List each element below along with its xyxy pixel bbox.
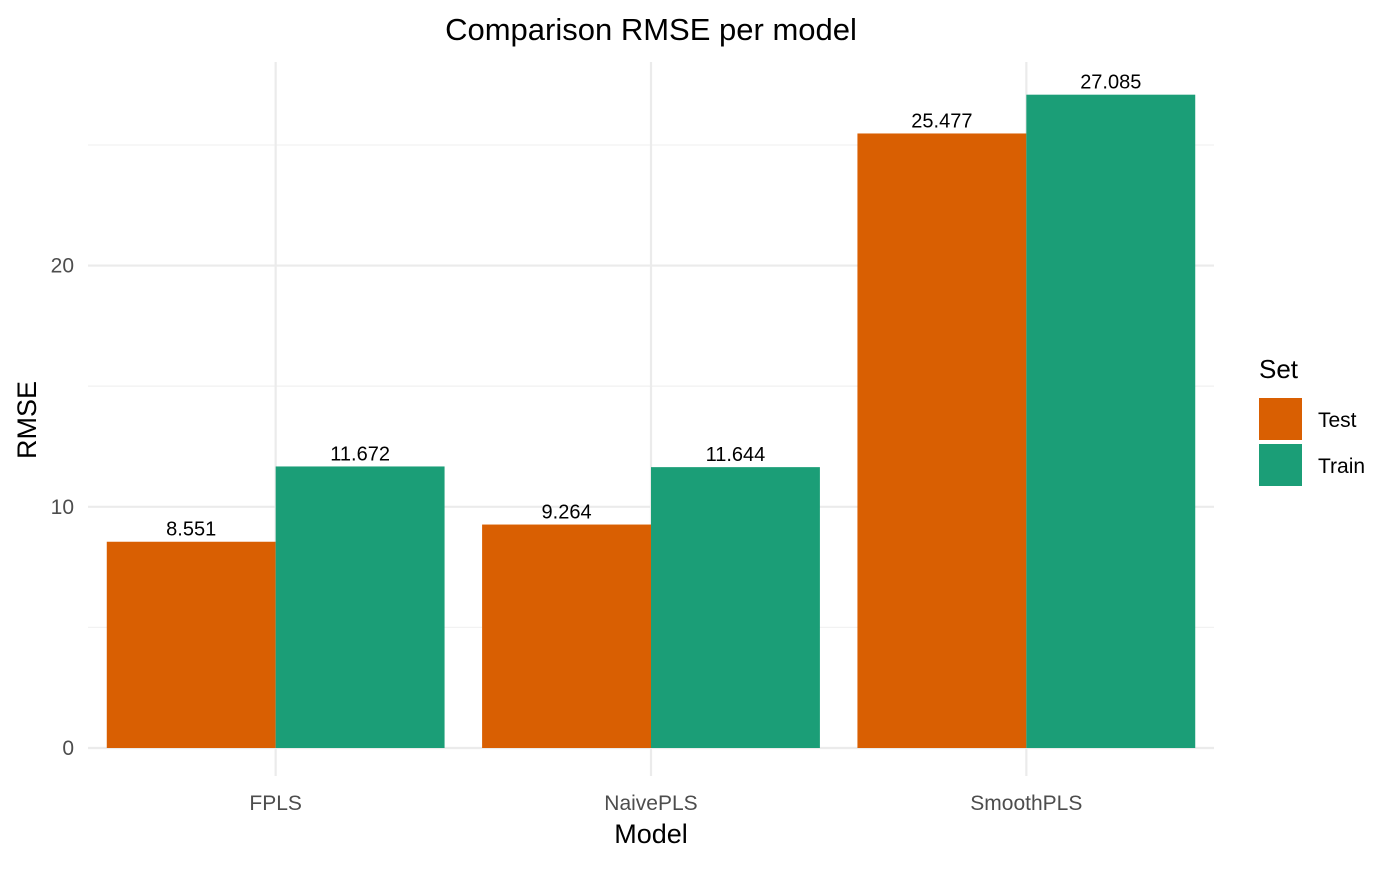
bar-train-smoothpls bbox=[1026, 94, 1196, 748]
legend-label: Test bbox=[1318, 409, 1357, 432]
data-label: 8.551 bbox=[166, 519, 216, 541]
legend-key-train bbox=[1259, 444, 1302, 486]
data-label: 9.264 bbox=[542, 502, 592, 524]
x-axis-ticks: FPLS NaivePLS SmoothPLS bbox=[249, 792, 1082, 815]
y-axis-title: RMSE bbox=[12, 381, 42, 459]
y-tick-label: 10 bbox=[51, 496, 74, 519]
x-tick-label: SmoothPLS bbox=[970, 792, 1082, 815]
legend-key-test bbox=[1259, 398, 1302, 440]
data-label: 25.477 bbox=[911, 110, 972, 132]
bars bbox=[106, 94, 1196, 748]
legend: Set Test Train bbox=[1259, 354, 1365, 486]
y-tick-label: 20 bbox=[51, 255, 74, 278]
data-labels: 8.551 9.264 25.477 11.672 11.644 27.085 bbox=[166, 72, 1141, 541]
legend-label: Train bbox=[1318, 455, 1365, 478]
data-label: 27.085 bbox=[1080, 72, 1141, 94]
x-tick-label: NaivePLS bbox=[604, 792, 697, 815]
bar-test-naivepls bbox=[482, 524, 651, 748]
chart-title: Comparison RMSE per model bbox=[445, 12, 857, 47]
y-tick-label: 0 bbox=[62, 737, 74, 760]
data-label: 11.672 bbox=[330, 443, 390, 465]
x-axis-title: Model bbox=[614, 819, 688, 849]
y-axis-ticks: 0 10 20 bbox=[51, 255, 74, 760]
bar-train-naivepls bbox=[651, 467, 820, 748]
x-tick-label: FPLS bbox=[249, 792, 302, 815]
legend-title: Set bbox=[1259, 354, 1299, 384]
bar-train-fpls bbox=[275, 466, 445, 748]
bar-test-fpls bbox=[106, 541, 276, 748]
bar-test-smoothpls bbox=[857, 133, 1027, 748]
data-label: 11.644 bbox=[706, 444, 766, 466]
